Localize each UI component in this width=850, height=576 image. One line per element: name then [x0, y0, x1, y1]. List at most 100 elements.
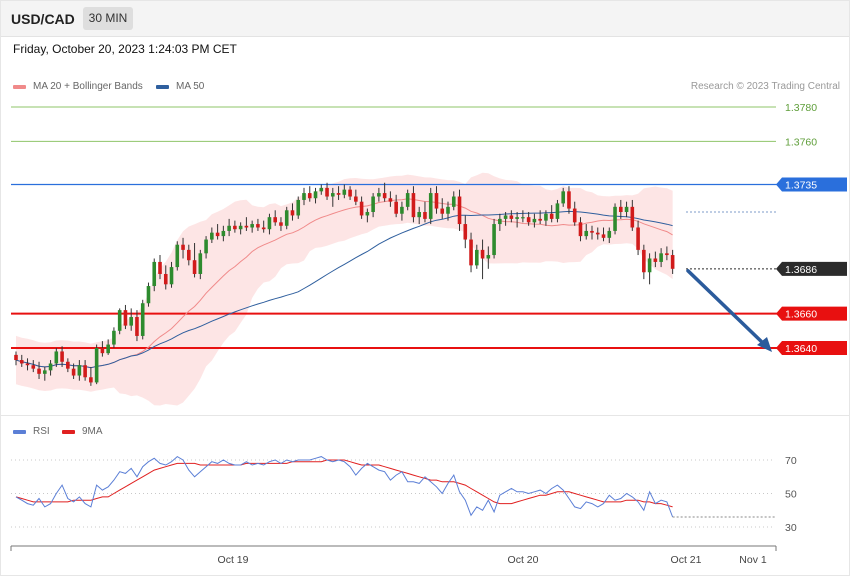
level-tag-last	[776, 261, 847, 276]
candle-body	[388, 198, 393, 202]
candle-body	[555, 203, 560, 219]
candle-body	[394, 201, 398, 214]
level-tag-support	[776, 341, 847, 355]
candle-body	[578, 222, 583, 237]
candle-body	[307, 193, 312, 199]
candle-body	[665, 253, 669, 256]
candle-body	[561, 191, 565, 204]
x-tick-label: Oct 20	[508, 554, 539, 566]
candle-body	[267, 217, 272, 230]
candle-body	[313, 191, 318, 199]
candle-body	[244, 225, 249, 228]
rsi-line	[15, 455, 674, 518]
candle-body	[451, 196, 456, 207]
candle-body	[590, 230, 594, 233]
bollinger-bands	[16, 172, 673, 406]
candle-body	[83, 365, 87, 378]
candle-body	[521, 217, 525, 219]
candle-body	[204, 239, 208, 254]
rsi-panel: 70 50 30	[11, 455, 797, 534]
header-bar: USD/CAD 30 MIN	[0, 0, 850, 37]
candle-body	[457, 196, 462, 225]
rsi-level-label: 30	[785, 522, 797, 534]
candle-body	[613, 206, 617, 231]
level-label: 1.3686	[785, 264, 817, 276]
candle-body	[169, 267, 174, 285]
rsi-level-label: 70	[785, 455, 797, 467]
candle-body	[601, 234, 606, 238]
candle-body	[670, 255, 675, 269]
level-tag-support	[776, 306, 847, 321]
candle-body	[342, 189, 347, 195]
candle-body	[549, 213, 554, 219]
candle-body	[417, 212, 421, 218]
ma9-swatch	[62, 429, 75, 434]
candle-body	[475, 249, 479, 266]
candle-body	[607, 230, 612, 238]
candle-body	[238, 225, 243, 230]
ma20-label: MA 20 + Bollinger Bands	[33, 81, 143, 92]
candle-body	[619, 206, 623, 213]
candle-body	[411, 193, 416, 218]
candle-body	[14, 354, 18, 361]
candle-body	[77, 365, 82, 376]
candle-body	[348, 189, 352, 197]
legend-9ma: 9MA	[62, 426, 103, 437]
bollinger-band-area	[16, 172, 673, 406]
candlesticks	[14, 182, 675, 386]
candle-body	[354, 196, 358, 202]
candle-body	[54, 351, 59, 364]
legend-rsi: RSI	[13, 426, 50, 437]
candle-body	[526, 217, 531, 223]
candle-body	[371, 196, 375, 213]
candle-body	[572, 208, 577, 223]
level-label: 1.3735	[785, 179, 817, 191]
forecast-arrow	[686, 269, 772, 352]
ma9-label: 9MA	[82, 426, 103, 437]
candle-body	[434, 193, 439, 209]
moving-averages	[15, 198, 673, 369]
candle-body	[112, 330, 116, 345]
candle-body	[446, 206, 450, 214]
rsi-label: RSI	[33, 426, 50, 437]
candle-body	[175, 244, 180, 268]
candle-body	[117, 310, 122, 331]
candle-body	[567, 191, 571, 209]
candle-body	[43, 370, 47, 374]
candle-body	[319, 187, 324, 192]
candle-body	[227, 225, 231, 231]
candle-body	[624, 206, 629, 213]
timestamp: Friday, October 20, 2023 1:24:03 PM CET	[13, 42, 237, 56]
candle-body	[256, 224, 260, 228]
candle-body	[135, 317, 139, 336]
candle-body	[284, 210, 289, 226]
candle-body	[359, 201, 364, 216]
candle-body	[158, 261, 162, 274]
candle-body	[89, 377, 93, 383]
symbol-label: USD/CAD	[11, 11, 75, 27]
candle-body	[636, 227, 640, 250]
candle-body	[181, 244, 185, 250]
candle-body	[630, 206, 635, 228]
candle-body	[215, 232, 220, 237]
candle-body	[71, 368, 76, 376]
level-label: 1.3760	[785, 136, 817, 148]
candle-body	[365, 212, 370, 216]
candle-body	[273, 217, 277, 223]
candle-body	[400, 206, 404, 214]
level-label: 1.3780	[785, 102, 817, 114]
x-tick-label: Oct 21	[671, 554, 702, 566]
candle-body	[66, 361, 70, 369]
candle-body	[48, 363, 53, 371]
candle-body	[163, 273, 168, 285]
candle-body	[250, 224, 254, 228]
forecast-arrow-shaft	[686, 269, 768, 348]
timeframe-button[interactable]: 30 MIN	[83, 7, 133, 30]
candle-body	[19, 360, 24, 364]
price-levels	[11, 106, 847, 349]
candle-body	[325, 187, 329, 197]
rsi-level-label: 50	[785, 489, 797, 501]
candle-body	[37, 368, 41, 374]
x-tick-label: Nov 1	[739, 554, 767, 566]
